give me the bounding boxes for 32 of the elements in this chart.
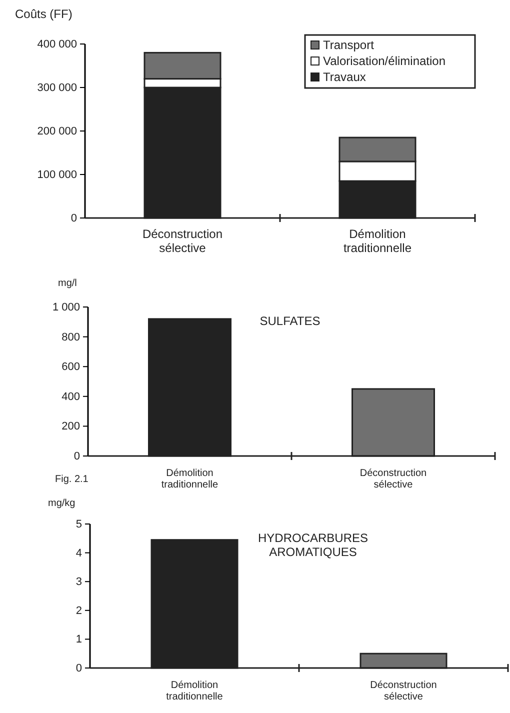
y-tick-label: 1: [76, 634, 82, 646]
y-axis-title: mg/l: [58, 278, 77, 289]
y-tick-label: 400 000: [37, 38, 77, 51]
y-axis-title: Coûts (FF): [15, 7, 72, 21]
y-tick-label: 800: [62, 331, 80, 344]
x-tick-label: Démolition traditionnelle: [343, 227, 412, 255]
legend-label: Travaux: [323, 70, 366, 84]
y-tick-label: 5: [76, 518, 82, 531]
y-tick-label: 0: [74, 450, 80, 463]
y-tick-label: 100 000: [37, 169, 77, 182]
y-axis-title: mg/kg: [48, 498, 76, 509]
y-tick-label: 400: [62, 390, 80, 403]
x-tick-label: Démolition traditionnelle: [161, 468, 219, 490]
text: HYDROCARBURES AROMATIQUES: [258, 531, 368, 559]
legend-label: Transport: [323, 38, 375, 52]
caption: Fig. 2.1: [55, 474, 89, 485]
x-tick-label: Déconstruction sélective: [360, 468, 427, 490]
y-tick-label: 0: [76, 662, 82, 675]
x-tick-label: Démolition traditionnelle: [166, 680, 224, 702]
y-tick-label: 1 000: [52, 302, 80, 314]
text: SULFATES: [260, 314, 320, 328]
y-tick-label: 2: [76, 604, 82, 617]
y-tick-label: 300 000: [37, 82, 77, 94]
y-tick-label: 600: [62, 361, 80, 374]
y-tick-label: 0: [70, 212, 77, 225]
y-tick-label: 3: [76, 576, 82, 588]
x-tick-label: Déconstruction sélective: [142, 227, 223, 255]
y-tick-label: 200 000: [37, 126, 77, 138]
legend-label: Valorisation/élimination: [323, 54, 446, 68]
y-tick-label: 200: [62, 420, 80, 433]
y-tick-label: 4: [76, 547, 82, 560]
x-tick-label: Déconstruction sélective: [370, 680, 437, 702]
